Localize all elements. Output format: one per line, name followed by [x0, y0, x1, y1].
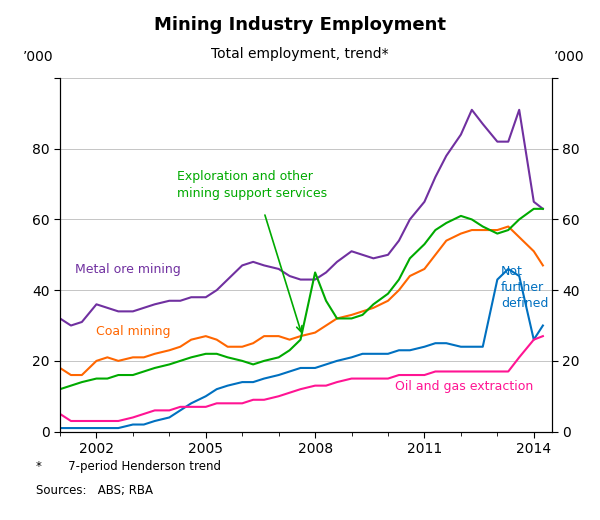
- Text: Oil and gas extraction: Oil and gas extraction: [395, 380, 533, 393]
- Text: Mining Industry Employment: Mining Industry Employment: [154, 16, 446, 34]
- Text: *       7-period Henderson trend: * 7-period Henderson trend: [36, 460, 221, 473]
- Text: ’000: ’000: [553, 50, 584, 64]
- Text: Not
further
defined: Not further defined: [501, 265, 548, 310]
- Text: Sources:   ABS; RBA: Sources: ABS; RBA: [36, 484, 153, 497]
- Text: Total employment, trend*: Total employment, trend*: [211, 47, 389, 61]
- Text: Coal mining: Coal mining: [97, 325, 171, 338]
- Text: ’000: ’000: [23, 50, 54, 64]
- Text: Metal ore mining: Metal ore mining: [74, 263, 181, 276]
- Text: Exploration and other
mining support services: Exploration and other mining support ser…: [176, 170, 327, 200]
